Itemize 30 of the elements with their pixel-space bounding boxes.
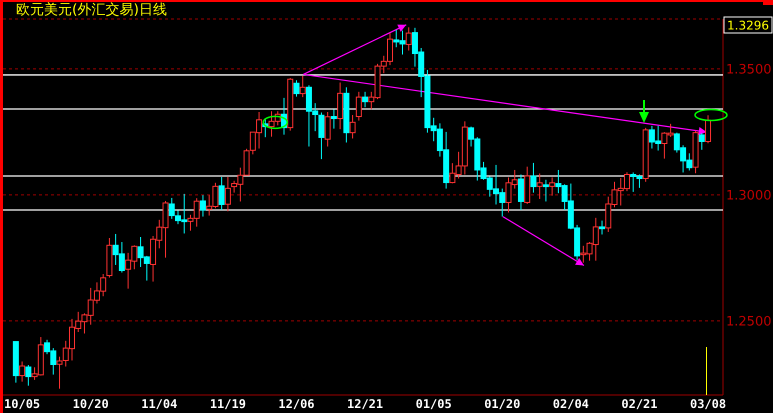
text: 1.3296	[727, 18, 769, 32]
candlestick	[343, 86, 350, 143]
x-tick-label: 11/04	[141, 397, 178, 411]
chart-title: 欧元美元(外汇交易)日线	[16, 2, 167, 18]
candlestick	[350, 114, 356, 139]
x-tick-label: 10/05	[4, 397, 40, 411]
x-tick-label: 01/05	[416, 397, 452, 411]
candlestick	[530, 162, 536, 194]
x-tick-label: 03/08	[690, 397, 726, 411]
x-tick-label: 12/21	[347, 397, 384, 411]
candlestick	[200, 194, 206, 218]
candlestick	[542, 179, 549, 202]
y-tick-label: 1.2500	[726, 314, 772, 330]
candlestick	[536, 172, 543, 200]
x-tick-label: 02/21	[621, 397, 658, 411]
candlestick	[337, 82, 344, 130]
candlestick	[330, 108, 337, 130]
x-tick-label: 10/20	[72, 397, 109, 411]
candlestick	[549, 177, 556, 196]
y-tick-label: 1.3000	[726, 188, 772, 204]
x-tick-label: 12/06	[278, 397, 315, 411]
candlestick	[324, 111, 331, 148]
candlestick	[224, 176, 231, 212]
x-tick-label: 11/19	[210, 397, 246, 411]
candlestick	[218, 176, 225, 211]
x-tick-label: 02/04	[552, 397, 589, 411]
candlestick	[599, 220, 606, 235]
y-tick-label: 1.3500	[726, 62, 772, 78]
candlestick	[318, 112, 324, 160]
x-tick-label: 01/20	[484, 397, 520, 411]
